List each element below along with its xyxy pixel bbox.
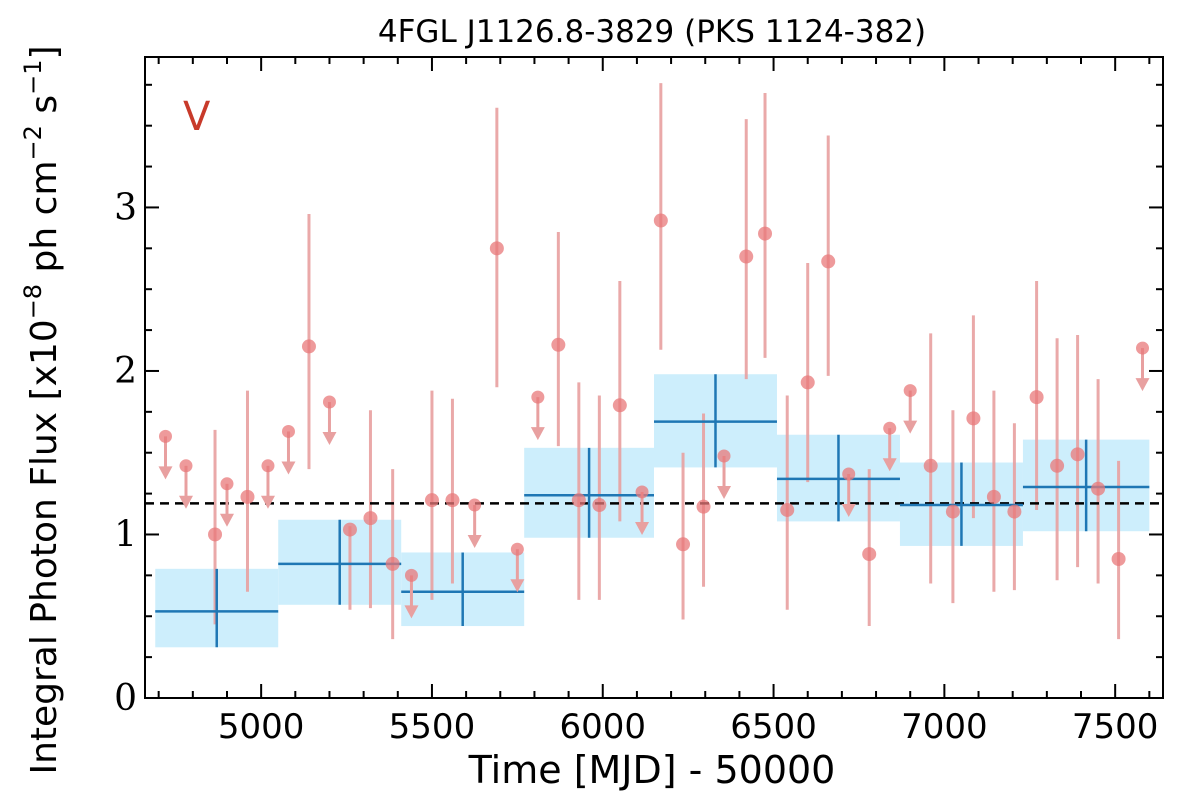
data-point (821, 254, 836, 269)
data-point (966, 411, 981, 426)
upper-limit-point (322, 395, 336, 409)
upper-limit-arrow (510, 579, 525, 593)
upper-limit-arrow (717, 485, 732, 499)
y-tick-labels: 0 1 2 3 (114, 187, 137, 719)
upper-limit-arrow (158, 466, 173, 480)
upper-limit-point (468, 498, 482, 512)
upper-limit-arrow (322, 432, 337, 446)
upper-limit-arrow (178, 495, 193, 509)
y-axis-label-part: ph cm (24, 160, 65, 283)
upper-limit-point (883, 421, 897, 435)
upper-limit-point (903, 384, 917, 398)
data-point (489, 241, 504, 256)
upper-limit-arrow (903, 420, 918, 434)
y-tick-label: 1 (114, 514, 137, 555)
data-point (592, 498, 607, 513)
data-point (208, 527, 223, 542)
upper-limit-arrow (281, 461, 296, 475)
data-point (301, 339, 316, 354)
upper-limit-point (281, 424, 295, 438)
data-point (780, 502, 795, 517)
upper-limit-point (842, 467, 856, 481)
x-tick-label: 6000 (559, 707, 646, 747)
chart-title: 4FGL J1126.8-3829 (PKS 1124-382) (378, 14, 926, 50)
upper-limit-point (158, 429, 172, 443)
upper-limit-point (531, 390, 545, 404)
data-point (1091, 481, 1106, 496)
data-point (1111, 552, 1126, 567)
data-point (1029, 390, 1044, 405)
data-point (1070, 447, 1085, 462)
upper-limit-point (220, 477, 234, 491)
error-bars-layer (213, 83, 1121, 640)
data-point (800, 375, 815, 390)
data-point (551, 337, 566, 352)
upper-limit-arrow (530, 427, 545, 441)
data-point (1007, 504, 1022, 519)
y-axis-label-exponent: −8 (19, 284, 47, 319)
x-tick-labels: 5000 5500 6000 6500 7000 7500 (218, 707, 1159, 747)
data-point (612, 398, 627, 413)
x-tick-label: 6500 (730, 707, 817, 747)
y-axis-label-part: Integral Photon Flux [x10 (24, 319, 65, 774)
ticks-layer (145, 57, 1163, 699)
y-axis-label: Integral Photon Flux [x10−8 ph cm−2 s−1] (19, 45, 65, 774)
upper-limit-point (510, 542, 524, 556)
data-point (1050, 458, 1065, 473)
x-axis-label: Time [MJD] - 50000 (468, 748, 836, 792)
upper-limit-point (404, 568, 418, 582)
data-point (240, 489, 255, 504)
data-point (385, 556, 400, 571)
plot-frame (144, 56, 1164, 699)
upper-limits-layer (158, 341, 1150, 619)
y-axis-label-part: s (24, 95, 65, 125)
y-axis-label-exponent: −1 (19, 60, 47, 95)
data-point (342, 522, 357, 537)
y-tick-label: 2 (114, 351, 137, 392)
data-point (862, 547, 877, 562)
data-point (653, 213, 668, 228)
upper-limit-arrow (260, 495, 275, 509)
panel-label: V (183, 94, 211, 140)
data-point (739, 249, 754, 264)
data-point (986, 489, 1001, 504)
upper-limit-point (635, 485, 649, 499)
upper-limit-arrow (219, 513, 234, 527)
data-point (424, 493, 439, 508)
upper-limit-arrow (882, 458, 897, 472)
binned-flux-layer (155, 374, 1150, 648)
data-points-layer (208, 213, 1126, 571)
upper-limit-arrow (1135, 378, 1150, 392)
upper-limit-point (717, 449, 731, 463)
data-point (363, 511, 378, 526)
binned-crosses-layer (155, 374, 1150, 648)
y-axis-label-exponent: −2 (19, 125, 47, 160)
upper-limit-point (179, 459, 193, 473)
y-tick-label: 3 (114, 187, 137, 228)
data-point (676, 537, 691, 552)
upper-limit-point (261, 459, 275, 473)
x-tick-label: 5500 (389, 707, 476, 747)
x-tick-label: 7500 (1072, 707, 1159, 747)
x-tick-label: 7000 (901, 707, 988, 747)
data-point (696, 499, 711, 514)
data-point (571, 493, 586, 508)
data-point (923, 458, 938, 473)
upper-limit-arrow (467, 535, 482, 549)
data-point (758, 226, 773, 241)
x-tick-label: 5000 (218, 707, 305, 747)
upper-limit-point (1136, 341, 1150, 355)
upper-limit-arrow (404, 605, 419, 619)
data-point (445, 493, 460, 508)
upper-limit-arrow (841, 503, 856, 517)
y-axis-label-part: ] (24, 45, 65, 59)
data-point (945, 504, 960, 519)
y-tick-label: 0 (114, 678, 137, 719)
upper-limit-arrow (635, 521, 650, 535)
